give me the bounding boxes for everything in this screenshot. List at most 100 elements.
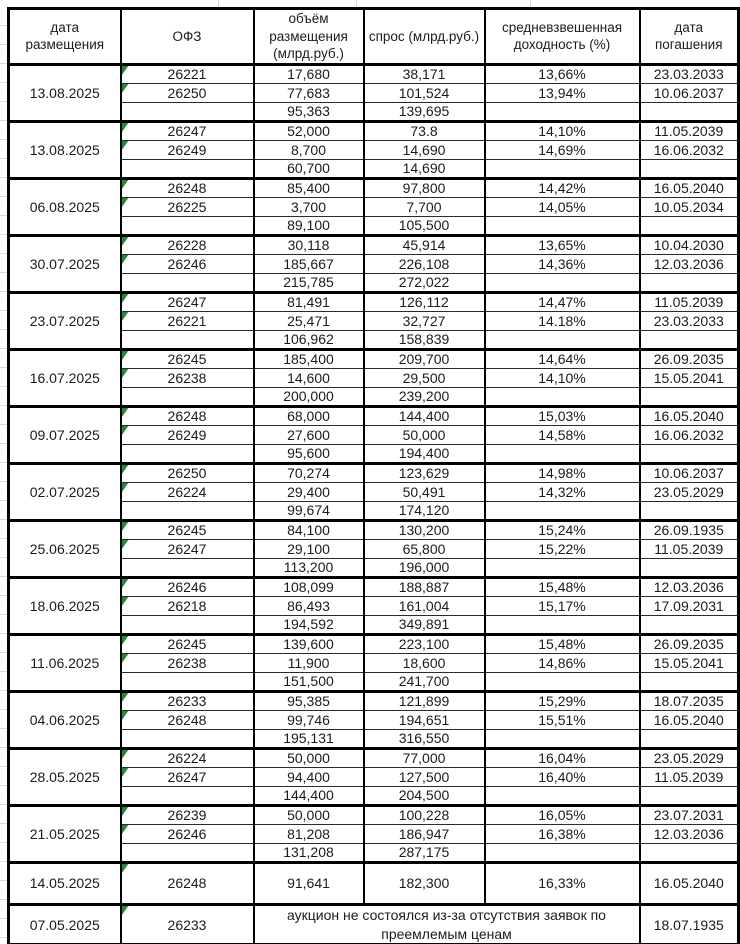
- ofz-cell[interactable]: 26248: [119, 860, 255, 905]
- placement-date-cell[interactable]: 18.06.2025: [7, 575, 122, 635]
- demand-cell[interactable]: 77,000: [362, 746, 486, 768]
- volume-cell[interactable]: 185,400: [252, 347, 365, 369]
- ofz-spacer-cell[interactable]: [119, 843, 255, 863]
- ofz-spacer-cell[interactable]: [119, 273, 255, 293]
- volume-cell[interactable]: 185,667: [252, 253, 365, 274]
- maturity-cell[interactable]: 10.06.2037: [638, 461, 740, 483]
- demand-cell[interactable]: 50,491: [362, 481, 486, 502]
- yield-spacer-cell[interactable]: [483, 159, 641, 179]
- placement-date-cell[interactable]: 07.05.2025: [7, 902, 122, 944]
- total-volume-cell[interactable]: 113,200: [252, 558, 365, 578]
- maturity-spacer-cell[interactable]: [638, 558, 740, 578]
- total-demand-cell[interactable]: 158,839: [362, 330, 486, 350]
- demand-header[interactable]: спрос (млрд.руб.): [362, 7, 486, 66]
- maturity-cell[interactable]: 26.09.2035: [638, 632, 740, 654]
- ofz-cell[interactable]: 26248: [119, 404, 255, 426]
- yield-spacer-cell[interactable]: [483, 330, 641, 350]
- note-cell[interactable]: аукцион не состоялся из-за отсутствия за…: [252, 902, 641, 944]
- total-demand-cell[interactable]: 139,695: [362, 102, 486, 122]
- demand-cell[interactable]: 65,800: [362, 538, 486, 559]
- demand-cell[interactable]: 29,500: [362, 367, 486, 388]
- maturity-cell[interactable]: 10.04.2030: [638, 233, 740, 255]
- maturity-cell[interactable]: 10.05.2034: [638, 196, 740, 217]
- maturity-cell[interactable]: 16.05.2040: [638, 176, 740, 198]
- yield-cell[interactable]: 15,03%: [483, 404, 641, 426]
- volume-cell[interactable]: 94,400: [252, 766, 365, 787]
- maturity-cell[interactable]: 16.05.2040: [638, 404, 740, 426]
- maturity-cell[interactable]: 23.03.2033: [638, 310, 740, 331]
- maturity-cell[interactable]: 16.06.2032: [638, 424, 740, 445]
- total-demand-cell[interactable]: 349,891: [362, 615, 486, 635]
- ofz-spacer-cell[interactable]: [119, 672, 255, 692]
- total-volume-cell[interactable]: 99,674: [252, 501, 365, 521]
- demand-cell[interactable]: 97,800: [362, 176, 486, 198]
- demand-cell[interactable]: 38,171: [362, 62, 486, 84]
- maturity-spacer-cell[interactable]: [638, 786, 740, 806]
- volume-cell[interactable]: 81,208: [252, 823, 365, 844]
- placement-date-cell[interactable]: 06.08.2025: [7, 176, 122, 236]
- maturity-cell[interactable]: 23.05.2029: [638, 746, 740, 768]
- volume-cell[interactable]: 30,118: [252, 233, 365, 255]
- placement-date-cell[interactable]: 13.08.2025: [7, 62, 122, 122]
- ofz-cell[interactable]: 26246: [119, 823, 255, 844]
- demand-cell[interactable]: 226,108: [362, 253, 486, 274]
- yield-cell[interactable]: 14,05%: [483, 196, 641, 217]
- yield-cell[interactable]: 16,33%: [483, 860, 641, 905]
- yield-spacer-cell[interactable]: [483, 216, 641, 236]
- yield-cell[interactable]: 15,17%: [483, 595, 641, 616]
- ofz-spacer-cell[interactable]: [119, 444, 255, 464]
- placement-date-cell[interactable]: 14.05.2025: [7, 860, 122, 905]
- yield-cell[interactable]: 14,42%: [483, 176, 641, 198]
- demand-cell[interactable]: 50,000: [362, 424, 486, 445]
- yield-cell[interactable]: 16,04%: [483, 746, 641, 768]
- maturity-cell[interactable]: 12.03.2036: [638, 575, 740, 597]
- ofz-cell[interactable]: 26247: [119, 766, 255, 787]
- ofz-cell[interactable]: 26245: [119, 518, 255, 540]
- maturity-cell[interactable]: 23.07.2031: [638, 803, 740, 825]
- total-demand-cell[interactable]: 14,690: [362, 159, 486, 179]
- demand-cell[interactable]: 188,887: [362, 575, 486, 597]
- maturity-cell[interactable]: 15.05.2041: [638, 652, 740, 673]
- total-volume-cell[interactable]: 194,592: [252, 615, 365, 635]
- maturity-cell[interactable]: 11.05.2039: [638, 119, 740, 141]
- total-demand-cell[interactable]: 174,120: [362, 501, 486, 521]
- volume-cell[interactable]: 27,600: [252, 424, 365, 445]
- maturity-cell[interactable]: 18.07.1935: [638, 902, 740, 944]
- ofz-cell[interactable]: 26249: [119, 139, 255, 160]
- total-demand-cell[interactable]: 239,200: [362, 387, 486, 407]
- volume-cell[interactable]: 86,493: [252, 595, 365, 616]
- total-volume-cell[interactable]: 95,363: [252, 102, 365, 122]
- volume-cell[interactable]: 84,100: [252, 518, 365, 540]
- ofz-cell[interactable]: 26233: [119, 689, 255, 711]
- volume-cell[interactable]: 139,600: [252, 632, 365, 654]
- ofz-cell[interactable]: 26225: [119, 196, 255, 217]
- volume-header[interactable]: объём размещения (млрд.руб.): [252, 7, 365, 66]
- volume-cell[interactable]: 25,471: [252, 310, 365, 331]
- ofz-cell[interactable]: 26246: [119, 575, 255, 597]
- maturity-cell[interactable]: 15.05.2041: [638, 367, 740, 388]
- demand-cell[interactable]: 209,700: [362, 347, 486, 369]
- volume-cell[interactable]: 77,683: [252, 82, 365, 103]
- demand-cell[interactable]: 45,914: [362, 233, 486, 255]
- yield-cell[interactable]: 14,36%: [483, 253, 641, 274]
- ofz-cell[interactable]: 26247: [119, 538, 255, 559]
- yield-spacer-cell[interactable]: [483, 729, 641, 749]
- ofz-cell[interactable]: 26224: [119, 481, 255, 502]
- ofz-header[interactable]: ОФЗ: [119, 7, 255, 66]
- ofz-spacer-cell[interactable]: [119, 558, 255, 578]
- placement-date-cell[interactable]: 23.07.2025: [7, 290, 122, 350]
- placement-date-cell[interactable]: 11.06.2025: [7, 632, 122, 692]
- yield-header[interactable]: средневзвешенная доходность (%): [483, 7, 641, 66]
- total-demand-cell[interactable]: 105,500: [362, 216, 486, 236]
- volume-cell[interactable]: 95,385: [252, 689, 365, 711]
- yield-cell[interactable]: 14,86%: [483, 652, 641, 673]
- ofz-spacer-cell[interactable]: [119, 216, 255, 236]
- total-demand-cell[interactable]: 196,000: [362, 558, 486, 578]
- ofz-cell[interactable]: 26221: [119, 62, 255, 84]
- total-demand-cell[interactable]: 204,500: [362, 786, 486, 806]
- yield-spacer-cell[interactable]: [483, 387, 641, 407]
- placement-date-cell[interactable]: 16.07.2025: [7, 347, 122, 407]
- ofz-spacer-cell[interactable]: [119, 330, 255, 350]
- maturity-spacer-cell[interactable]: [638, 843, 740, 863]
- ofz-spacer-cell[interactable]: [119, 786, 255, 806]
